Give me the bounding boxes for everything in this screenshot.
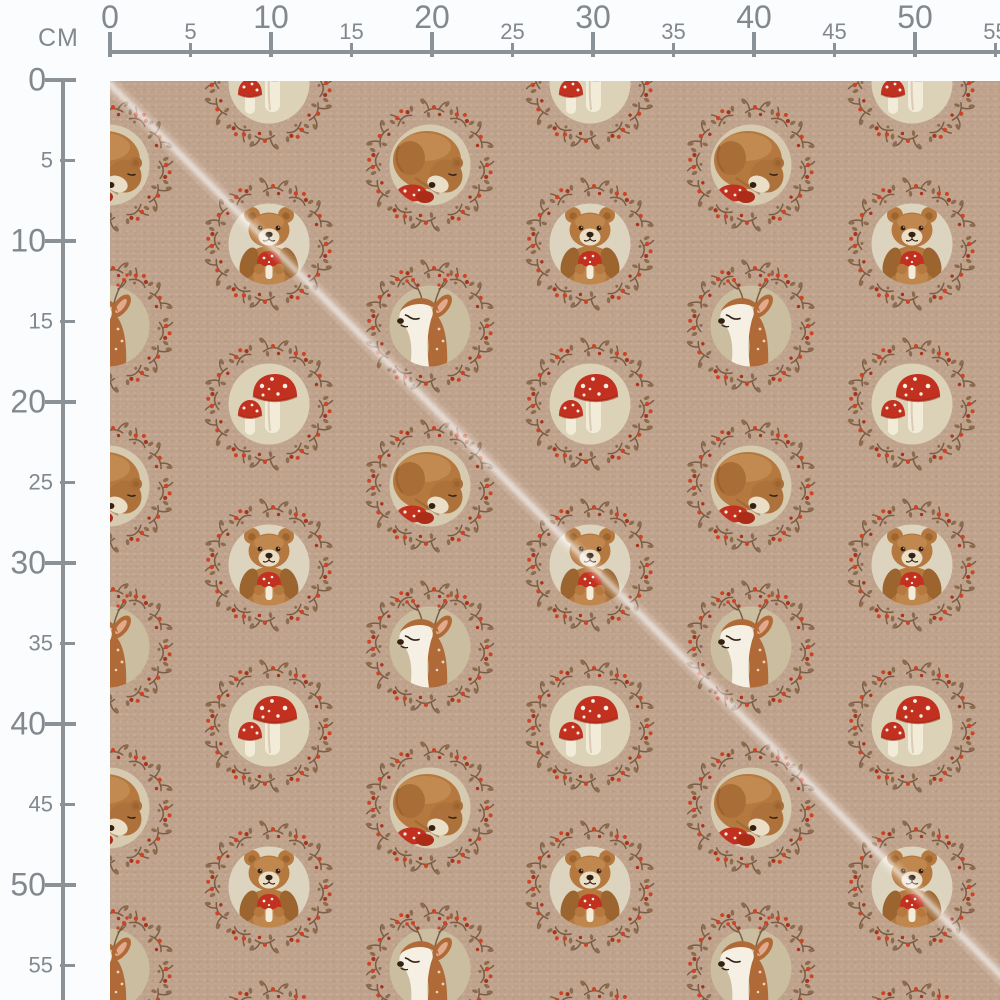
medallion-mushrooms (837, 972, 987, 1000)
medallion-deer (355, 572, 505, 722)
ruler-v-tick-20 (45, 400, 76, 404)
medallion-sitting-bear (837, 490, 987, 640)
ruler-h-label-10: 10 (253, 0, 289, 35)
ruler-h-tick-15 (350, 43, 353, 57)
ruler-v-tick-0 (45, 78, 76, 82)
medallion-sitting-bear (515, 812, 665, 962)
ruler-h-label-50: 50 (897, 0, 933, 35)
ruler-v-label-15: 15 (28, 308, 53, 334)
ruler-v-label-20: 20 (10, 383, 46, 420)
ruler-v-tick-55 (60, 964, 75, 967)
medallion-mushrooms (194, 329, 344, 479)
wreath (202, 978, 317, 1000)
medallion-sitting-bear (837, 169, 987, 319)
ruler-vertical-line (61, 78, 65, 1000)
ruler-h-label-45: 45 (822, 19, 847, 44)
medallion-deer (110, 251, 184, 401)
medallion-mushrooms (515, 651, 665, 801)
medallion-deer (355, 251, 505, 401)
ruler-h-label-35: 35 (661, 19, 686, 44)
medallion-sitting-bear (194, 812, 344, 962)
medallion-mushrooms (515, 972, 665, 1000)
ruler-h-tick-35 (672, 43, 675, 57)
ruler-v-tick-45 (60, 803, 75, 806)
ruler-h-tick-10 (269, 32, 273, 57)
medallion-mushrooms (194, 81, 344, 158)
ruler-h-tick-50 (913, 32, 917, 57)
ruler-v-label-50: 50 (10, 866, 46, 903)
medallion-sleeping-bear (676, 90, 826, 240)
ruler-v-label-35: 35 (28, 630, 53, 656)
medallion-sleeping-bear (676, 411, 826, 561)
ruler-v-tick-15 (60, 320, 75, 323)
ruler-v-label-25: 25 (28, 469, 53, 495)
medallion-sleeping-bear (110, 733, 184, 883)
ruler-v-label-30: 30 (10, 544, 46, 581)
ruler-h-label-0: 0 (101, 0, 119, 35)
fabric-swatch (110, 81, 1000, 1000)
ruler-v-tick-50 (45, 883, 76, 887)
medallion-sleeping-bear (110, 411, 184, 561)
ruler-h-tick-30 (591, 32, 595, 57)
medallion-mushrooms (837, 81, 987, 158)
ruler-h-tick-5 (189, 43, 192, 57)
ruler-h-label-55: 55 (983, 19, 1000, 44)
ruler-h-tick-0 (108, 32, 112, 57)
ruler-h-label-15: 15 (339, 19, 364, 44)
medallion-mushrooms (515, 329, 665, 479)
ruler-h-label-30: 30 (575, 0, 611, 35)
ruler-v-tick-25 (60, 481, 75, 484)
wreath (845, 978, 960, 1000)
medallion-mushrooms (837, 651, 987, 801)
ruler-v-label-55: 55 (28, 952, 53, 978)
ruler-h-label-5: 5 (184, 19, 197, 44)
medallion-sitting-bear (515, 169, 665, 319)
medallion-sleeping-bear (355, 411, 505, 561)
ruler-h-tick-55 (994, 43, 997, 57)
ruler-v-tick-30 (45, 561, 76, 565)
ruler-v-tick-40 (45, 722, 76, 726)
ruler-h-label-25: 25 (500, 19, 525, 44)
ruler-h-tick-20 (430, 32, 434, 57)
medallion-sleeping-bear (355, 733, 505, 883)
ruler-h-tick-40 (752, 32, 756, 57)
ruler-v-label-40: 40 (10, 705, 46, 742)
medallion-mushrooms (194, 651, 344, 801)
medallion-mushrooms (194, 972, 344, 1000)
ruler-v-label-10: 10 (10, 222, 46, 259)
ruler-v-label-0: 0 (28, 61, 46, 98)
medallion-sitting-bear (194, 490, 344, 640)
medallion-mushrooms (837, 329, 987, 479)
medallion-sleeping-bear (110, 90, 184, 240)
medallion-sleeping-bear (676, 733, 826, 883)
ruler-v-tick-5 (60, 159, 75, 162)
medallion-deer (355, 894, 505, 1000)
medallion-deer (110, 894, 184, 1000)
ruler-h-tick-45 (833, 43, 836, 57)
medallion-deer (676, 251, 826, 401)
ruler-unit-label: CM (38, 24, 79, 52)
medallion-mushrooms (515, 81, 665, 158)
ruler-h-label-20: 20 (414, 0, 450, 35)
medallion-deer (110, 572, 184, 722)
ruler-v-tick-35 (60, 642, 75, 645)
medallion-deer (676, 894, 826, 1000)
ruler-v-label-5: 5 (40, 147, 53, 173)
medallion-deer (676, 572, 826, 722)
wreath (524, 978, 638, 1000)
ruler-h-tick-25 (511, 43, 514, 57)
ruler-v-tick-10 (45, 239, 76, 243)
ruler-horizontal-line (110, 50, 1000, 54)
ruler-v-label-45: 45 (28, 791, 53, 817)
medallion-sleeping-bear (355, 90, 505, 240)
ruler-h-label-40: 40 (736, 0, 772, 35)
